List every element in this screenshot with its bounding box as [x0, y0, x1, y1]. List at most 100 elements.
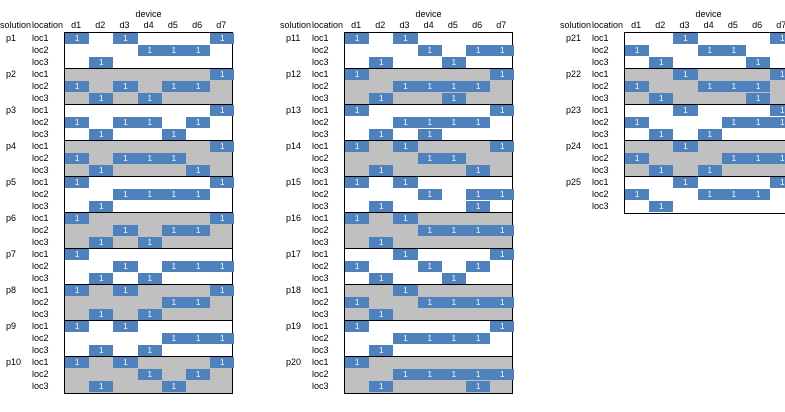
device-header: device — [695, 9, 722, 19]
device-column-header: d5 — [727, 20, 738, 30]
assignment-cell: 1 — [466, 369, 491, 380]
assignment-cell: 1 — [161, 129, 186, 140]
assignment-cell: 1 — [210, 105, 235, 116]
location-label: loc3 — [32, 309, 49, 319]
assignment-cell: 1 — [441, 297, 466, 308]
solution-label: p16 — [286, 213, 302, 223]
group-separator — [345, 176, 512, 177]
assignment-cell: 1 — [441, 93, 466, 104]
device-column-header: d2 — [655, 20, 666, 30]
device-column-header: d7 — [776, 20, 785, 30]
group-separator — [345, 212, 512, 213]
assignment-cell: 1 — [113, 261, 138, 272]
location-label: loc3 — [32, 345, 49, 355]
solution-header: solution — [280, 20, 312, 30]
solution-label: p8 — [6, 285, 17, 295]
location-label: loc2 — [592, 189, 609, 199]
assignment-cell: 1 — [393, 117, 418, 128]
location-label: loc2 — [32, 45, 49, 55]
location-label: loc1 — [312, 213, 329, 223]
assignment-cell: 1 — [186, 81, 211, 92]
assignment-cell: 1 — [186, 165, 211, 176]
location-label: loc2 — [312, 261, 329, 271]
location-label: loc3 — [312, 93, 329, 103]
assignment-cell: 1 — [393, 369, 418, 380]
location-label: loc3 — [592, 57, 609, 67]
assignment-cell: 1 — [210, 285, 235, 296]
assignment-cell: 1 — [369, 381, 394, 392]
location-label: loc1 — [32, 285, 49, 295]
assignment-cell: 1 — [89, 165, 114, 176]
assignment-cell: 1 — [186, 297, 211, 308]
assignment-cell: 1 — [113, 153, 138, 164]
assignment-cell: 1 — [625, 189, 650, 200]
assignment-cell: 1 — [490, 189, 515, 200]
group-separator — [65, 68, 232, 69]
assignment-cell: 1 — [746, 93, 771, 104]
location-label: loc3 — [592, 93, 609, 103]
assignment-cell: 1 — [393, 141, 418, 152]
location-label: loc1 — [312, 141, 329, 151]
assignment-cell: 1 — [369, 165, 394, 176]
group-separator — [65, 356, 232, 357]
group-separator — [345, 320, 512, 321]
assignment-cell: 1 — [441, 225, 466, 236]
assignment-cell: 1 — [345, 213, 370, 224]
group-separator — [65, 212, 232, 213]
location-label: loc1 — [32, 321, 49, 331]
group-separator — [65, 320, 232, 321]
location-label: loc3 — [592, 201, 609, 211]
assignment-cell: 1 — [210, 33, 235, 44]
assignment-cell: 1 — [113, 321, 138, 332]
assignment-cell: 1 — [369, 129, 394, 140]
solution-label: p15 — [286, 177, 302, 187]
device-column-header: d7 — [216, 20, 227, 30]
assignment-cell: 1 — [649, 201, 674, 212]
location-label: loc2 — [32, 261, 49, 271]
assignment-cell: 1 — [746, 189, 771, 200]
assignment-cell: 1 — [89, 345, 114, 356]
assignment-cell: 1 — [137, 189, 162, 200]
location-header: location — [312, 20, 344, 30]
assignment-cell: 1 — [161, 153, 186, 164]
group-separator — [625, 176, 785, 177]
assignment-cell: 1 — [770, 153, 785, 164]
location-label: loc3 — [312, 57, 329, 67]
assignment-cell: 1 — [441, 273, 466, 284]
assignment-cell: 1 — [417, 117, 442, 128]
location-label: loc3 — [32, 237, 49, 247]
assignment-cell: 1 — [210, 69, 235, 80]
assignment-cell: 1 — [369, 309, 394, 320]
assignment-cell: 1 — [89, 93, 114, 104]
assignment-cell: 1 — [369, 345, 394, 356]
location-label: loc1 — [592, 69, 609, 79]
assignment-cell: 1 — [345, 105, 370, 116]
group-separator — [345, 104, 512, 105]
assignment-cell: 1 — [721, 189, 746, 200]
location-label: loc1 — [312, 69, 329, 79]
assignment-cell: 1 — [345, 297, 370, 308]
assignment-cell: 1 — [113, 225, 138, 236]
assignment-cell: 1 — [649, 57, 674, 68]
assignment-cell: 1 — [770, 117, 785, 128]
solution-label: p23 — [566, 105, 582, 115]
assignment-cell: 1 — [417, 369, 442, 380]
location-label: loc3 — [592, 129, 609, 139]
assignment-cell: 1 — [393, 33, 418, 44]
assignment-cell: 1 — [417, 81, 442, 92]
assignment-cell: 1 — [89, 309, 114, 320]
assignment-cell: 1 — [345, 321, 370, 332]
assignment-cell: 1 — [417, 189, 442, 200]
location-label: loc1 — [32, 141, 49, 151]
assignment-cell: 1 — [89, 381, 114, 392]
assignment-cell: 1 — [770, 177, 785, 188]
assignment-cell: 1 — [721, 81, 746, 92]
location-label: loc3 — [312, 273, 329, 283]
assignment-cell: 1 — [746, 153, 771, 164]
device-column-header: d1 — [631, 20, 642, 30]
assignment-cell: 1 — [770, 33, 785, 44]
assignment-cell: 1 — [137, 345, 162, 356]
device-column-header: d2 — [375, 20, 386, 30]
group-separator — [65, 140, 232, 141]
